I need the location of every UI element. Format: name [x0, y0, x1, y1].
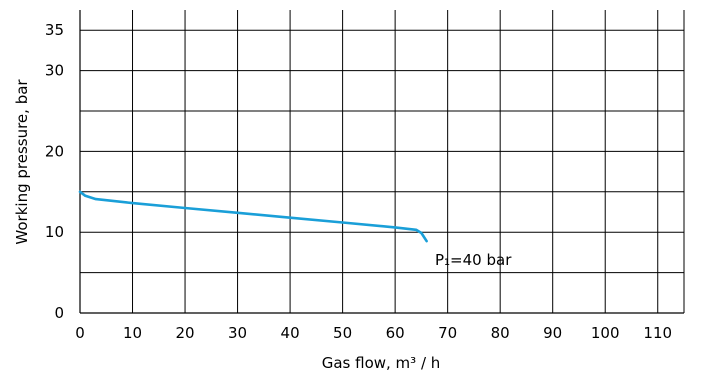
- plot-frame: [79, 10, 685, 314]
- x-tick-label: 10: [123, 324, 142, 342]
- series-group: [78, 190, 428, 243]
- y-tick-label: 20: [45, 142, 64, 160]
- x-tick-labels: 0 10 20 30 40 50 60 70 80 90 100 110: [75, 324, 672, 342]
- series-line: [78, 190, 428, 243]
- x-tick-label: 110: [643, 324, 672, 342]
- x-tick-label: 0: [75, 324, 85, 342]
- y-tick-labels: 0 10 20 30 35: [45, 21, 64, 322]
- y-axis-label: Working pressure, bar: [13, 79, 31, 245]
- y-tick-label: 30: [45, 62, 64, 80]
- pressure-annotation: P₁=40 bar: [435, 251, 512, 269]
- y-tick-label: 0: [54, 304, 64, 322]
- y-tick-label: 10: [45, 223, 64, 241]
- x-tick-label: 30: [228, 324, 247, 342]
- x-tick-label: 70: [438, 324, 457, 342]
- grid-lines: [80, 10, 684, 313]
- x-tick-label: 60: [386, 324, 405, 342]
- x-tick-label: 100: [591, 324, 620, 342]
- x-tick-label: 20: [175, 324, 194, 342]
- x-tick-label: 90: [543, 324, 562, 342]
- y-tick-label: 35: [45, 21, 64, 39]
- x-tick-label: 40: [281, 324, 300, 342]
- x-axis-label: Gas flow, m³ / h: [322, 354, 441, 372]
- x-tick-label: 50: [333, 324, 352, 342]
- x-tick-label: 80: [491, 324, 510, 342]
